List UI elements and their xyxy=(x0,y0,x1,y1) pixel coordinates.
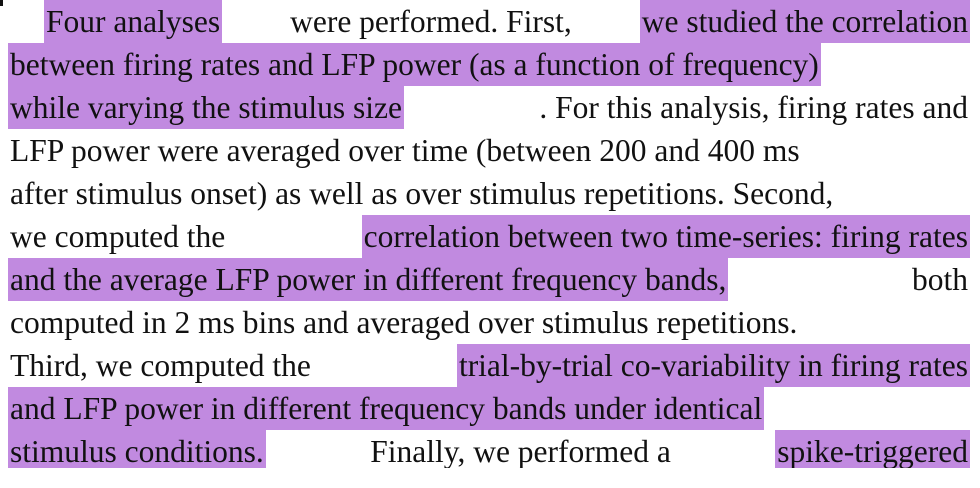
highlighted-text: between firing rates and LFP power (as a… xyxy=(8,43,821,86)
text-run: . For this analysis, firing rates and xyxy=(539,90,968,125)
text-line-5: after stimulus onset) as well as over st… xyxy=(8,172,970,215)
text-line-6: we computed the correlation between two t… xyxy=(8,215,970,258)
text-run: were performed. First, xyxy=(290,4,572,39)
highlighted-text: stimulus conditions. xyxy=(8,430,266,468)
highlighted-text: and LFP power in different frequency ban… xyxy=(8,387,765,430)
text-line-8: computed in 2 ms bins and averaged over … xyxy=(8,301,970,344)
highlighted-text: trial-by-trial co-variability in firing … xyxy=(456,344,970,387)
text-line-1: Four analyses were performed. First, we st… xyxy=(44,0,970,43)
text-line-9: Third, we computed the trial-by-trial co-… xyxy=(8,344,970,387)
text-run: LFP power were averaged over time (betwe… xyxy=(10,133,800,168)
highlighted-text: and the average LFP power in different f… xyxy=(8,258,729,301)
text-run: computed in 2 ms bins and averaged over … xyxy=(10,305,798,340)
previous-line-fragment xyxy=(0,0,3,6)
highlighted-text: while varying the stimulus size xyxy=(8,86,404,129)
text-line-4: LFP power were averaged over time (betwe… xyxy=(8,129,970,172)
text-line-2: between firing rates and LFP power (as a… xyxy=(8,43,970,86)
text-line-11: stimulus conditions. Finally, we performe… xyxy=(8,430,970,468)
text-line-10: and LFP power in different frequency ban… xyxy=(8,387,970,430)
text-run: both xyxy=(911,262,968,297)
text-run: Third, we computed the xyxy=(10,348,311,383)
highlighted-text: spike-triggered xyxy=(775,430,970,468)
highlighted-text: Four analyses xyxy=(44,0,223,43)
text-run: we computed the xyxy=(10,219,226,254)
text-run: Finally, we performed a xyxy=(370,434,671,468)
text-line-3: while varying the stimulus size . For thi… xyxy=(8,86,970,129)
highlighted-text: correlation between two time-series: fir… xyxy=(361,215,970,258)
highlighted-text: we studied the correlation xyxy=(639,0,970,43)
text-run: after stimulus onset) as well as over st… xyxy=(10,176,834,211)
text-line-7: and the average LFP power in different f… xyxy=(8,258,970,301)
